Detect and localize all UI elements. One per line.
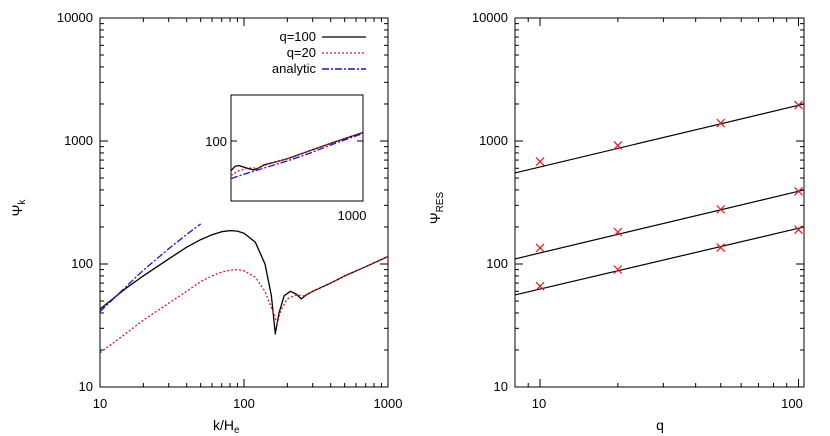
left-y-tick-label: 1000 xyxy=(64,133,93,148)
legend-label-q100: q=100 xyxy=(279,29,316,44)
inset-plot: 100 1000 xyxy=(205,94,367,223)
data-point-marker xyxy=(535,243,545,253)
left-axis-ticks xyxy=(99,18,388,388)
data-point-marker xyxy=(794,100,803,110)
right-x-tick-label: 10 xyxy=(532,396,546,411)
right-x-axis-label: q xyxy=(656,417,664,433)
inset-frame xyxy=(230,94,364,202)
data-point-marker xyxy=(613,227,623,237)
fit-line-1 xyxy=(514,103,805,174)
left-y-tick-label: 10000 xyxy=(57,10,93,25)
left-x-tick-label: 1000 xyxy=(374,396,403,411)
fit-line-3 xyxy=(514,226,805,296)
right-y-tick-label: 100 xyxy=(486,256,508,271)
fit-line-2 xyxy=(514,189,805,260)
legend-label-analytic: analytic xyxy=(272,61,317,76)
right-panel: 10 100 10 100 1000 10000 q ΨRES xyxy=(427,10,805,433)
data-point-marker xyxy=(716,204,726,214)
right-y-tick-label: 10 xyxy=(494,379,508,394)
left-series-group xyxy=(99,223,389,354)
left-panel: 10 100 1000 10 100 1000 10000 k/He Ψk q=… xyxy=(9,10,402,436)
left-plot-frame xyxy=(99,17,389,388)
legend: q=100 q=20 analytic xyxy=(272,29,366,76)
right-plot-frame xyxy=(514,17,805,388)
legend-label-q20: q=20 xyxy=(287,45,316,60)
left-y-tick-label: 10 xyxy=(79,379,93,394)
right-axis-ticks xyxy=(514,18,804,388)
data-point-marker xyxy=(716,118,726,128)
data-point-marker xyxy=(794,225,803,235)
left-y-axis-label: Ψk xyxy=(9,199,28,217)
series-line-q20 xyxy=(99,255,389,354)
inset-y-tick-label: 100 xyxy=(205,134,227,149)
data-point-marker xyxy=(535,157,545,167)
right-y-tick-label: 1000 xyxy=(479,133,508,148)
series-line-q100 xyxy=(99,229,389,335)
right-series-group xyxy=(514,100,805,296)
data-point-marker xyxy=(535,281,545,291)
inset-x-tick-label: 1000 xyxy=(338,208,367,223)
left-y-tick-label: 100 xyxy=(71,256,93,271)
right-y-axis-label: ΨRES xyxy=(427,192,446,225)
left-x-axis-label: k/He xyxy=(213,417,240,436)
inset-series-line-analytic xyxy=(230,132,364,180)
data-point-marker xyxy=(613,141,623,150)
right-x-tick-label: 100 xyxy=(781,396,803,411)
data-point-marker xyxy=(794,186,803,196)
left-x-tick-label: 100 xyxy=(233,396,255,411)
right-y-tick-label: 10000 xyxy=(472,10,508,25)
inset-series-group xyxy=(230,131,364,180)
data-point-marker xyxy=(716,243,726,252)
left-x-tick-label: 10 xyxy=(93,396,107,411)
series-line-analytic xyxy=(99,223,202,313)
data-point-marker xyxy=(613,265,623,275)
